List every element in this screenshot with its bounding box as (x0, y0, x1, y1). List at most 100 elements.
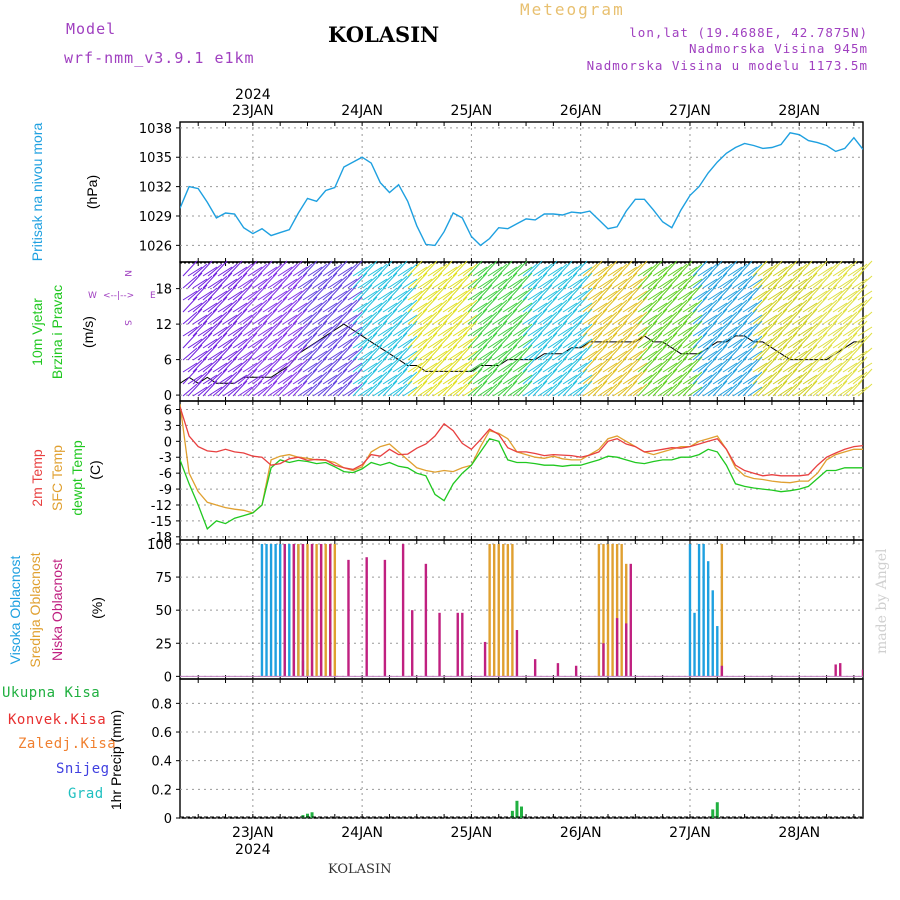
wind-arrow (487, 308, 503, 325)
wind-arrow (207, 263, 223, 277)
wind-arrow (532, 344, 548, 361)
wind-arrow (377, 362, 393, 373)
wind-arrow (577, 287, 593, 301)
wind-label-1: 10m Vjetar (29, 298, 45, 366)
wind-arrow (542, 275, 558, 289)
wind-arrow (532, 266, 548, 277)
wind-arrow (247, 323, 263, 337)
wind-arrow (412, 344, 428, 361)
wind-arrow (717, 284, 733, 301)
wind-arrow (327, 335, 343, 349)
wind-arrow (817, 308, 833, 325)
wind-arrow (422, 326, 438, 337)
wind-arrow (742, 302, 758, 313)
wind-arrow (542, 332, 558, 349)
wind-arrow (397, 302, 413, 313)
wind-arrow (837, 350, 853, 361)
wind-arrow (532, 374, 548, 385)
wind-arrow (282, 299, 298, 313)
wind-arrow (427, 266, 443, 277)
wind-arrow (797, 275, 813, 289)
wind-arrow (792, 284, 808, 301)
day-label-top: 24JAN (341, 103, 383, 119)
wind-arrow (267, 314, 283, 325)
wind-arrow (822, 278, 838, 289)
wind-arrow (212, 347, 228, 361)
wind-arrow (452, 260, 468, 277)
wind-arrow (657, 278, 673, 289)
wind-arrow (727, 323, 743, 337)
wind-arrow (402, 335, 418, 349)
wind-arrow (422, 362, 438, 373)
wind-arrow (732, 350, 748, 361)
wind-arrow (762, 284, 778, 301)
wind-arrow (372, 386, 388, 397)
wind-arrow (512, 326, 528, 337)
wind-arrow (377, 311, 393, 325)
wind-arrow (342, 314, 358, 325)
wind-arrow (722, 290, 738, 301)
wind-arrow (742, 266, 758, 277)
wind-arrow (677, 290, 693, 301)
wind-arrow (192, 335, 208, 349)
wind-arrow (662, 362, 678, 373)
wind-arrow (552, 299, 568, 313)
wind-arrow (347, 260, 363, 277)
compass-s: S (122, 320, 132, 326)
wind-arrow (807, 356, 823, 373)
wind-arrow (582, 371, 598, 385)
wind-arrow (752, 275, 768, 289)
wind-arrow (547, 272, 563, 289)
wind-arrow (317, 311, 333, 325)
wind-arrow (512, 383, 528, 397)
wind-arrow (707, 260, 723, 277)
wind-arrow (622, 287, 638, 301)
wind-arrow (212, 383, 228, 397)
wind-arrow (192, 278, 208, 289)
wind-arrow (847, 338, 863, 349)
wind-arrow (567, 284, 583, 301)
wind-arrow (702, 335, 718, 349)
wind-arrow (567, 320, 583, 337)
wind-arrow (697, 323, 713, 337)
y-tick-label: 0 (164, 812, 172, 827)
cloud-mid-bar (488, 543, 491, 677)
wind-arrow (402, 320, 418, 337)
wind-arrow (227, 260, 243, 277)
wind-arrow (312, 320, 328, 337)
wind-arrow (637, 266, 653, 277)
wind-arrow (752, 290, 768, 301)
wind-arrow (747, 314, 763, 325)
wind-arrow (412, 308, 428, 325)
precip-bar (715, 802, 719, 818)
wind-arrow (632, 296, 648, 313)
wind-arrow (757, 344, 773, 361)
precip-frame (179, 678, 864, 819)
wind-arrow (577, 266, 593, 277)
wind-arrow (247, 308, 263, 325)
cloud-mid-bar (502, 543, 505, 677)
wind-arrow (857, 275, 873, 289)
wind-arrow (732, 371, 748, 385)
wind-arrow (377, 296, 393, 313)
wind-arrow (802, 344, 818, 361)
wind-arrow (432, 350, 448, 361)
wind-arrow (767, 260, 783, 277)
wind-arrow (827, 383, 843, 397)
wind-arrow (362, 362, 378, 373)
wind-arrow (667, 374, 683, 385)
wind-arrow (647, 296, 663, 313)
wind-arrow (497, 296, 513, 313)
wind-arrow (317, 332, 333, 349)
wind-arrow (742, 344, 758, 361)
wind-arrow (407, 332, 423, 349)
wind-arrow (732, 356, 748, 373)
wind-arrow (537, 299, 553, 313)
wind-arrow (372, 350, 388, 361)
wind-arrow (672, 371, 688, 385)
wind-arrow (747, 335, 763, 349)
wind-arrow (787, 272, 803, 289)
wind-arrow (757, 272, 773, 289)
wind-arrow (577, 344, 593, 361)
